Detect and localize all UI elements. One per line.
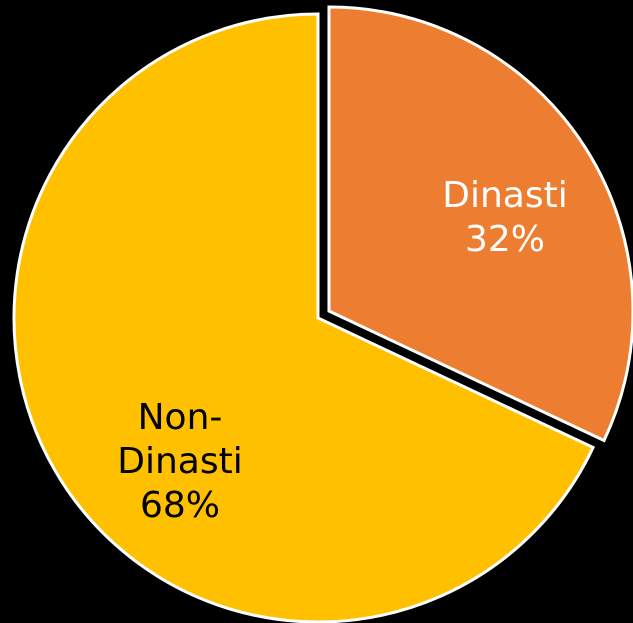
category-label: Dinasti [442,175,568,216]
category-label: Non-Dinasti [117,397,243,482]
value-label: 68% [139,485,220,526]
value-label: 32% [464,219,545,260]
slice-label: Non-Dinasti 68% [110,396,250,528]
pie-slice [12,12,596,623]
slice-label: Dinasti 32% [405,174,605,262]
pie-slice [327,5,633,443]
